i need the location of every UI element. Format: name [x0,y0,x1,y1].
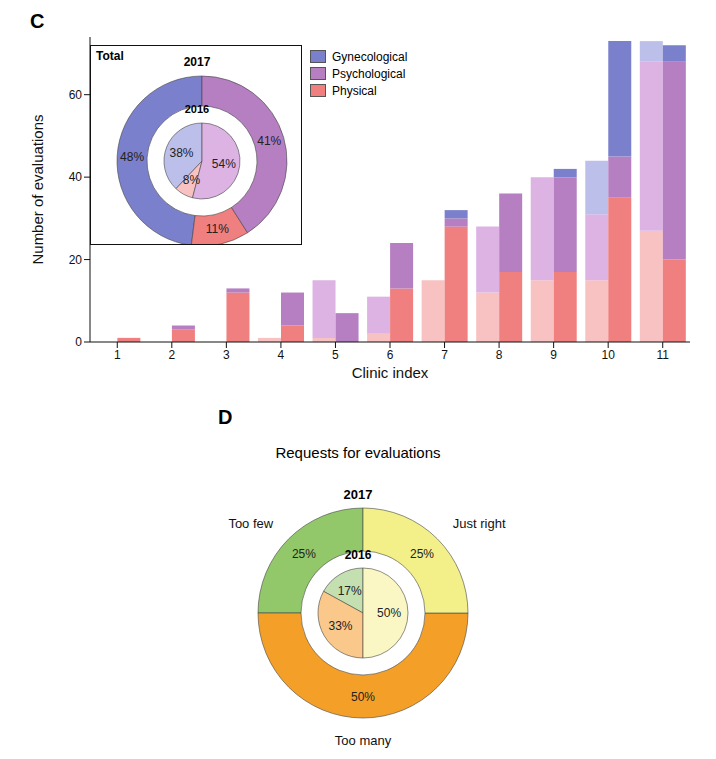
svg-text:25%: 25% [410,547,434,561]
svg-text:48%: 48% [120,150,144,164]
svg-text:38%: 38% [169,146,193,160]
html-text:Physical: Physical [332,83,377,98]
svg-text:6: 6 [387,348,394,362]
svg-text:60: 60 [69,88,83,102]
svg-text:11: 11 [656,348,669,362]
html-text:2016: 2016 [344,548,372,562]
html-text:2016: 2016 [184,103,210,115]
svg-text:2: 2 [168,348,175,362]
svg-text:4: 4 [278,348,285,362]
svg-text:17%: 17% [338,584,362,598]
html-text:C: C [30,10,45,32]
svg-text:3: 3 [223,348,230,362]
svg-text:25%: 25% [292,547,316,561]
svg-text:1: 1 [114,348,121,362]
svg-text:5: 5 [332,348,339,362]
html-text:2017: 2017 [343,487,373,502]
html-text:Requests for evaluations: Requests for evaluations [275,444,441,461]
svg-text:8: 8 [496,348,503,362]
svg-text:10: 10 [602,348,616,362]
svg-text:41%: 41% [257,134,281,148]
html-text:D: D [218,406,233,428]
svg-text:11%: 11% [206,222,229,236]
svg-text:33%: 33% [329,619,353,633]
svg-text:Too few: Too few [228,516,273,531]
svg-text:50%: 50% [351,690,375,704]
svg-text:7: 7 [441,348,448,362]
svg-text:20: 20 [69,253,83,267]
svg-text:8%: 8% [183,173,201,187]
svg-text:Number of evaluations: Number of evaluations [29,114,46,264]
svg-text:0: 0 [75,335,82,349]
svg-text:40: 40 [69,170,83,184]
svg-text:Clinic index: Clinic index [352,364,429,381]
svg-text:50%: 50% [377,606,401,620]
html-text:Psychological: Psychological [332,66,406,81]
html-text:2017: 2017 [183,55,211,69]
svg-text:Too many: Too many [335,733,392,748]
html-text:Gynecological: Gynecological [332,49,408,64]
svg-text:9: 9 [550,348,557,362]
svg-text:54%: 54% [212,157,236,171]
svg-text:Just right: Just right [453,516,506,531]
html-text:Total: Total [96,49,124,63]
